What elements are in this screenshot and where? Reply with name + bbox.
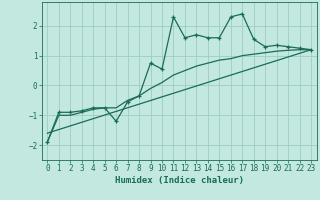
X-axis label: Humidex (Indice chaleur): Humidex (Indice chaleur) [115, 176, 244, 185]
